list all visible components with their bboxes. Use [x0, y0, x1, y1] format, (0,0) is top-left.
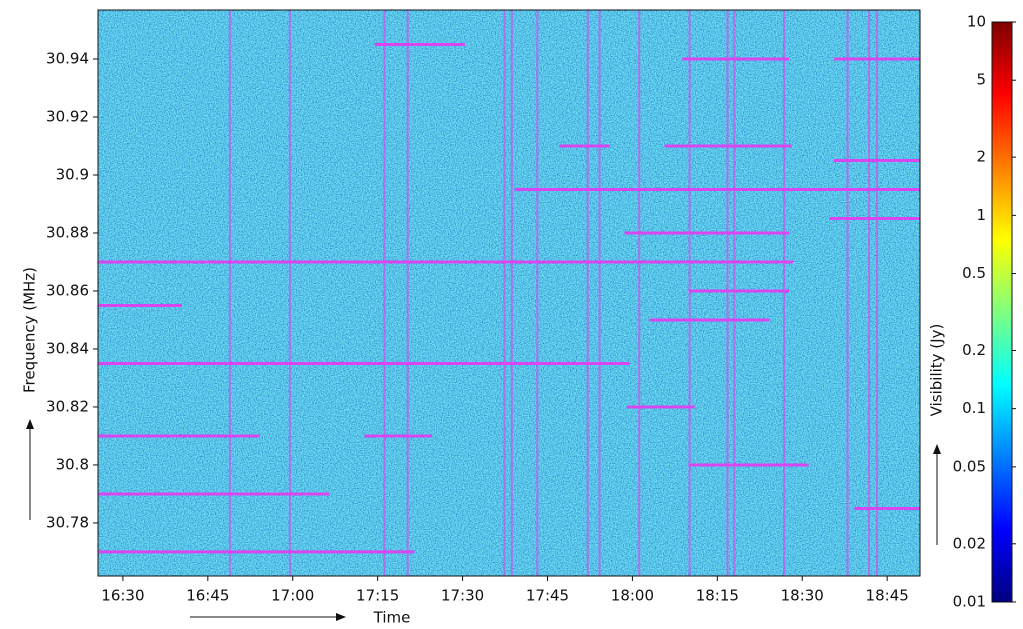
- colorbar-tick-label: 0.05: [953, 457, 986, 475]
- colorbar-tick-label: 0.2: [962, 341, 986, 359]
- y-tick-label: 30.78: [46, 513, 89, 531]
- y-tick-label: 30.9: [56, 165, 89, 183]
- heatmap-background: [98, 10, 920, 576]
- y-tick-label: 30.8: [56, 455, 89, 473]
- colorbar-tick-label: 0.01: [953, 593, 986, 611]
- colorbar-tick-label: 0.5: [962, 264, 986, 282]
- y-tick-label: 30.94: [46, 50, 89, 68]
- y-tick-label: 30.82: [46, 397, 89, 415]
- x-tick-label: 16:45: [186, 587, 229, 605]
- colorbar-tick-label: 0.1: [962, 399, 986, 417]
- colorbar-tick-label: 1: [976, 206, 986, 224]
- y-tick-label: 30.84: [46, 339, 89, 357]
- y-tick-label: 30.86: [46, 281, 89, 299]
- x-tick-label: 17:45: [526, 587, 569, 605]
- x-tick-label: 18:45: [866, 587, 909, 605]
- colorbar-tick-label: 0.02: [953, 534, 986, 552]
- x-tick-label: 17:00: [271, 587, 314, 605]
- x-axis-label: Time: [373, 609, 411, 627]
- y-axis-label: Frequency (MHz): [21, 267, 39, 393]
- x-tick-label: 17:15: [356, 587, 399, 605]
- plot-frame: [97, 9, 921, 577]
- x-tick-label: 18:00: [611, 587, 654, 605]
- colorbar: [991, 21, 1013, 603]
- colorbar-label: Visibility (Jy): [928, 324, 946, 417]
- x-tick-label: 16:30: [101, 587, 144, 605]
- x-tick-label: 17:30: [441, 587, 484, 605]
- x-tick-label: 18:30: [781, 587, 824, 605]
- flags: [98, 10, 920, 576]
- y-tick-label: 30.92: [46, 107, 89, 125]
- y-tick-label: 30.88: [46, 223, 89, 241]
- colorbar-tick-label: 2: [976, 148, 986, 166]
- x-tick-label: 18:15: [696, 587, 739, 605]
- colorbar-tick-label: 10: [967, 13, 986, 31]
- colorbar-tick-label: 5: [976, 71, 986, 89]
